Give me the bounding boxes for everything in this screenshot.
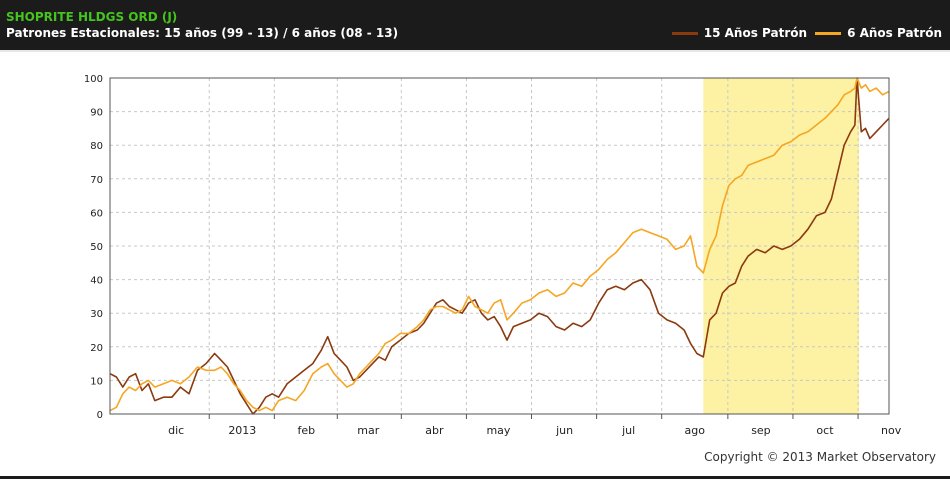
x-tick-label: jun <box>555 424 573 437</box>
x-tick-label: mar <box>357 424 379 437</box>
y-tick-label: 50 <box>90 242 103 253</box>
y-tick-label: 0 <box>97 410 103 421</box>
x-tick-label: ago <box>685 424 706 437</box>
chart-title: SHOPRITE HLDGS ORD (J) <box>6 10 178 24</box>
bottom-divider <box>0 476 950 479</box>
chart-subtitle: Patrones Estacionales: 15 años (99 - 13)… <box>6 26 399 40</box>
x-tick-label: may <box>486 424 510 437</box>
y-tick-label: 10 <box>90 376 103 387</box>
x-tick-label: nov <box>881 424 902 437</box>
y-tick-label: 60 <box>90 208 103 219</box>
legend-item-15-anos[interactable]: 15 Años Patrón <box>671 26 808 40</box>
legend-label-15-anos: 15 Años Patrón <box>703 26 808 40</box>
series-line-6-anos <box>109 77 890 412</box>
series-line-15-anos <box>109 77 890 415</box>
legend-label-6-anos: 6 Años Patrón <box>847 26 942 40</box>
x-tick-label: abr <box>425 424 444 437</box>
y-tick-label: 70 <box>90 175 103 186</box>
seasonal-chart: 0 10 20 30 40 50 60 70 80 90 100 dic 2013 feb mar abr ma… <box>0 50 950 437</box>
x-tick-label: dic <box>168 424 184 437</box>
x-tick-label: oct <box>816 424 834 437</box>
y-tick-label: 80 <box>90 141 103 152</box>
seasonal-highlight-band <box>703 78 860 414</box>
y-tick-label: 40 <box>90 276 103 287</box>
y-tick-label: 100 <box>84 74 103 85</box>
legend-swatch-15-anos <box>671 31 698 35</box>
x-tick-label: sep <box>751 424 770 437</box>
plot-frame <box>109 77 890 415</box>
y-tick-label: 90 <box>90 108 103 119</box>
y-tick-label: 20 <box>90 343 103 354</box>
x-tick-label: 2013 <box>228 424 256 437</box>
x-tick-label: feb <box>298 424 316 437</box>
legend-item-6-anos[interactable]: 6 Años Patrón <box>815 26 942 40</box>
legend-swatch-6-anos <box>815 31 842 35</box>
chart-header: SHOPRITE HLDGS ORD (J) Patrones Estacion… <box>0 0 950 50</box>
x-tick-label: jul <box>621 424 635 437</box>
y-tick-label: 30 <box>90 309 103 320</box>
copyright-text: Copyright © 2013 Market Observatory <box>704 450 936 464</box>
chart-legend: 15 Años Patrón 6 Años Patrón <box>671 26 942 40</box>
